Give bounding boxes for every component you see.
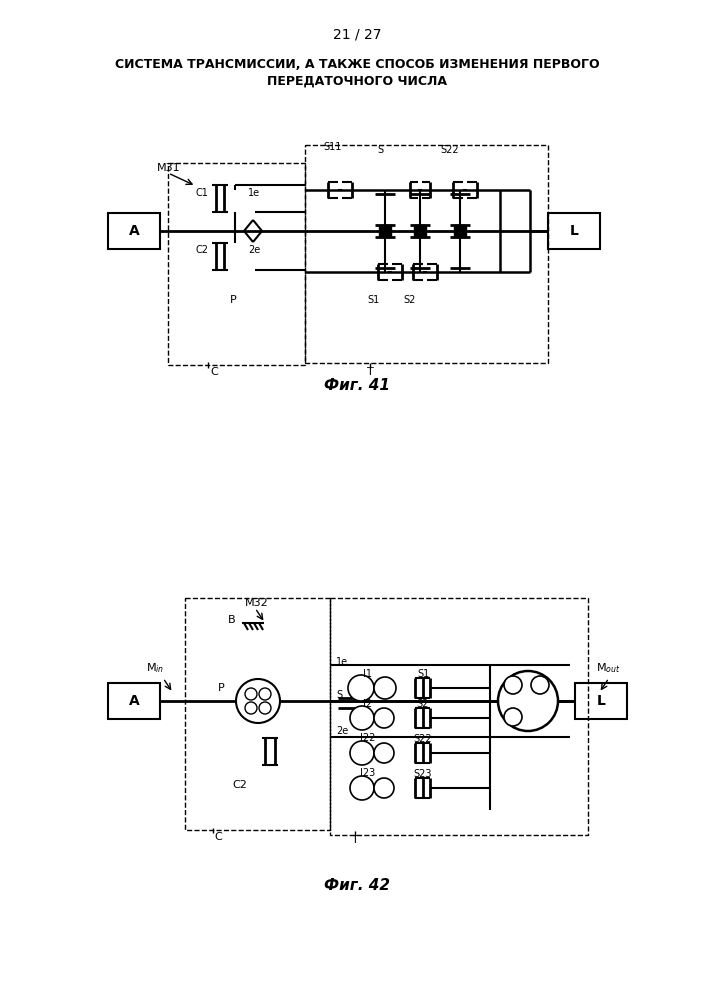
Bar	[108, 213, 160, 249]
Circle shape	[350, 741, 374, 765]
Text: S: S	[377, 145, 383, 155]
Bar	[305, 145, 548, 363]
Text: S1: S1	[367, 295, 379, 305]
Text: M$_{out}$: M$_{out}$	[596, 661, 621, 675]
Text: A: A	[129, 694, 139, 708]
Text: P: P	[218, 683, 225, 693]
Text: I1: I1	[363, 669, 373, 679]
Circle shape	[350, 776, 374, 800]
Text: Фиг. 42: Фиг. 42	[324, 878, 390, 892]
Circle shape	[374, 677, 396, 699]
Text: T: T	[352, 835, 358, 845]
Text: C: C	[214, 832, 222, 842]
Text: S2: S2	[417, 699, 429, 709]
Text: 2e: 2e	[336, 726, 348, 736]
Text: 2e: 2e	[248, 245, 260, 255]
Text: S22: S22	[440, 145, 459, 155]
Text: ПЕРЕДАТОЧНОГО ЧИСЛА: ПЕРЕДАТОЧНОГО ЧИСЛА	[267, 75, 447, 88]
Bar	[454, 225, 466, 237]
Circle shape	[504, 676, 522, 694]
Text: S11: S11	[324, 142, 342, 152]
Text: I23: I23	[360, 768, 375, 778]
Text: C: C	[210, 367, 218, 377]
Text: L: L	[570, 224, 578, 238]
Text: 1e: 1e	[248, 188, 260, 198]
Bar	[414, 225, 426, 237]
Text: I2: I2	[363, 699, 373, 709]
Text: S22: S22	[414, 734, 433, 744]
Text: S2: S2	[404, 295, 416, 305]
Text: S: S	[336, 690, 342, 700]
Text: M31: M31	[157, 163, 181, 173]
Text: I22: I22	[360, 733, 375, 743]
Circle shape	[245, 702, 257, 714]
Text: M32: M32	[245, 598, 269, 608]
Bar	[548, 213, 600, 249]
Text: C2: C2	[232, 780, 247, 790]
Text: 21 / 27: 21 / 27	[332, 28, 381, 42]
Bar	[379, 225, 391, 237]
Bar	[330, 598, 588, 835]
Text: T: T	[367, 367, 373, 377]
Text: M$_{in}$: M$_{in}$	[146, 661, 164, 675]
Bar	[185, 598, 330, 830]
Text: 1e: 1e	[336, 657, 348, 667]
Bar	[108, 683, 160, 719]
Text: C2: C2	[196, 245, 209, 255]
Circle shape	[236, 679, 280, 723]
Circle shape	[504, 708, 522, 726]
Circle shape	[259, 702, 271, 714]
Text: СИСТЕМА ТРАНСМИССИИ, А ТАКЖЕ СПОСОБ ИЗМЕНЕНИЯ ПЕРВОГО: СИСТЕМА ТРАНСМИССИИ, А ТАКЖЕ СПОСОБ ИЗМЕ…	[114, 58, 599, 72]
Text: P: P	[230, 295, 237, 305]
Text: C1: C1	[196, 188, 209, 198]
Circle shape	[348, 675, 374, 701]
Circle shape	[374, 708, 394, 728]
Circle shape	[374, 778, 394, 798]
Bar	[168, 163, 305, 365]
Circle shape	[498, 671, 558, 731]
Circle shape	[531, 676, 549, 694]
Text: L: L	[596, 694, 606, 708]
Circle shape	[374, 743, 394, 763]
Text: S1: S1	[417, 669, 429, 679]
Bar	[575, 683, 627, 719]
Text: S23: S23	[414, 769, 433, 779]
Circle shape	[259, 688, 271, 700]
Circle shape	[350, 706, 374, 730]
Text: B: B	[228, 615, 236, 625]
Circle shape	[245, 688, 257, 700]
Text: Фиг. 41: Фиг. 41	[324, 377, 390, 392]
Text: A: A	[129, 224, 139, 238]
